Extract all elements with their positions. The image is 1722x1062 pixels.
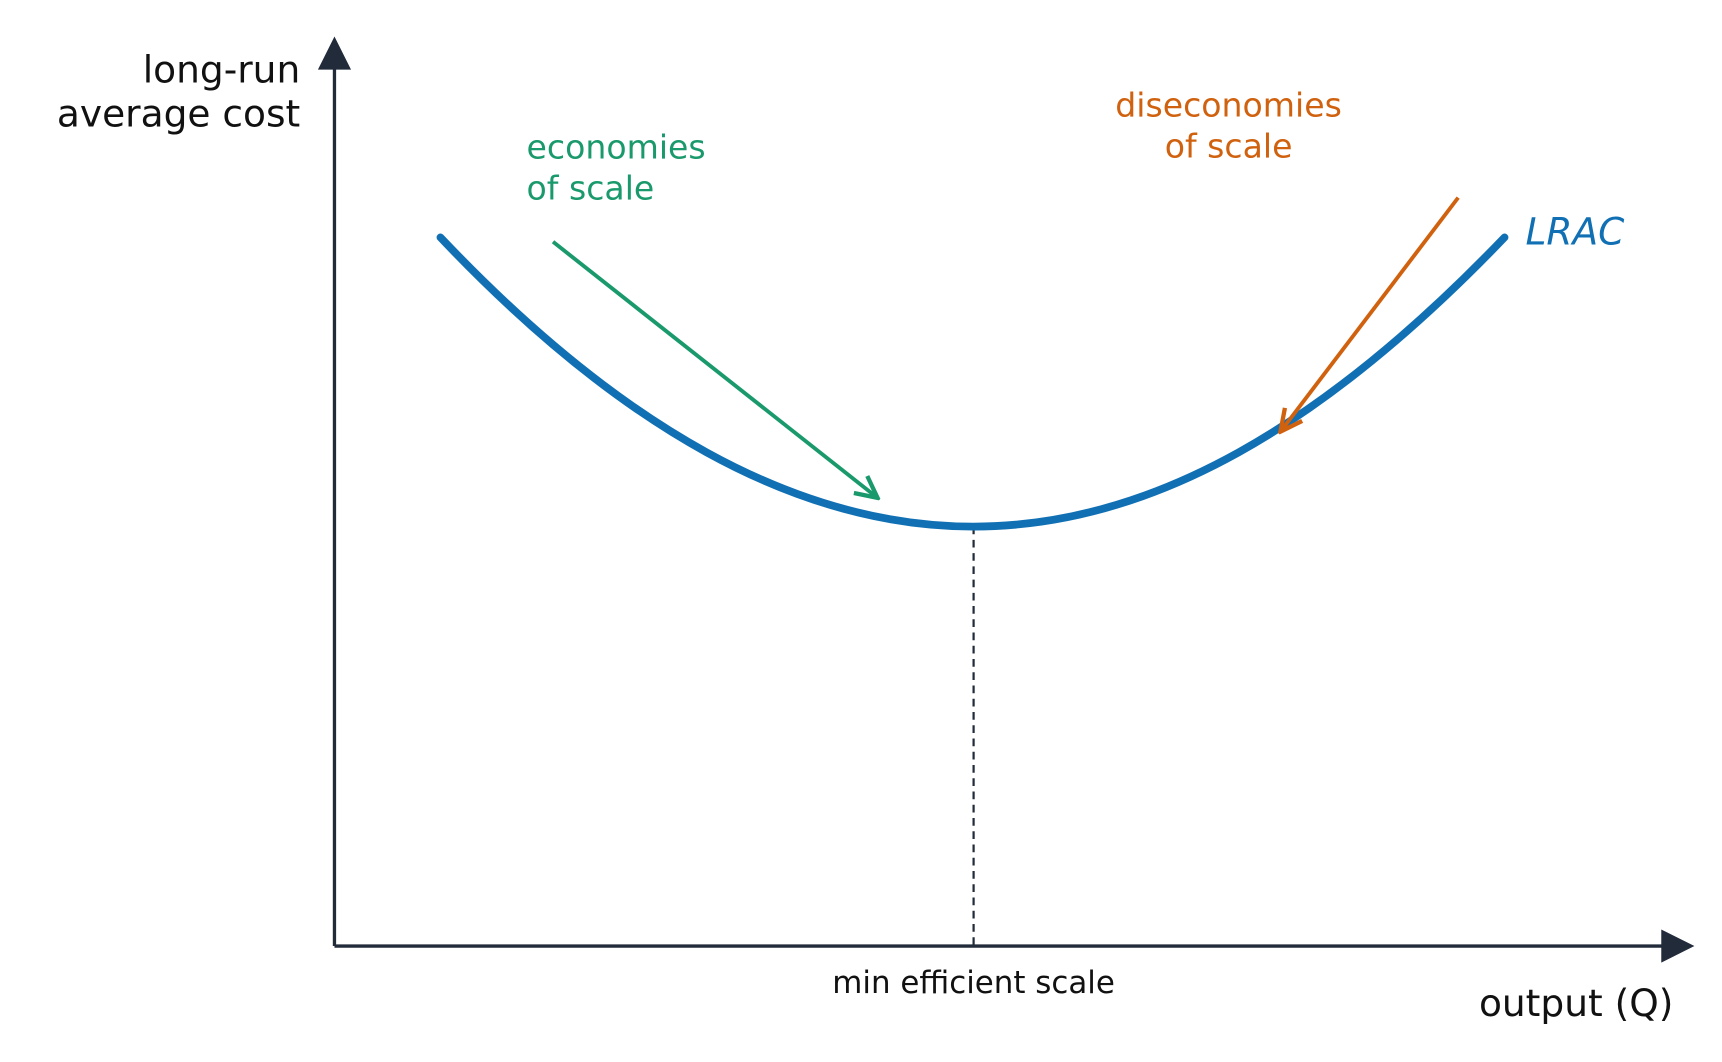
y-axis-arrow: [317, 36, 352, 70]
x-axis-label: output (Q): [1479, 981, 1673, 1025]
y-axis-label: average cost: [57, 91, 300, 135]
annotation: economies: [527, 128, 706, 167]
lrac-curve: [436, 233, 1509, 531]
diseconomies-arrow: [1280, 196, 1460, 432]
curve-label: LRAC: [1526, 210, 1626, 254]
economies-arrow: [551, 240, 878, 498]
annotation: diseconomies: [1115, 86, 1342, 125]
annotation: of scale: [527, 168, 655, 207]
marker-label: min efficient scale: [832, 965, 1115, 1001]
x-axis-arrow: [1661, 929, 1695, 963]
annotation: of scale: [1165, 126, 1293, 165]
y-axis-label: long-run: [143, 47, 300, 91]
